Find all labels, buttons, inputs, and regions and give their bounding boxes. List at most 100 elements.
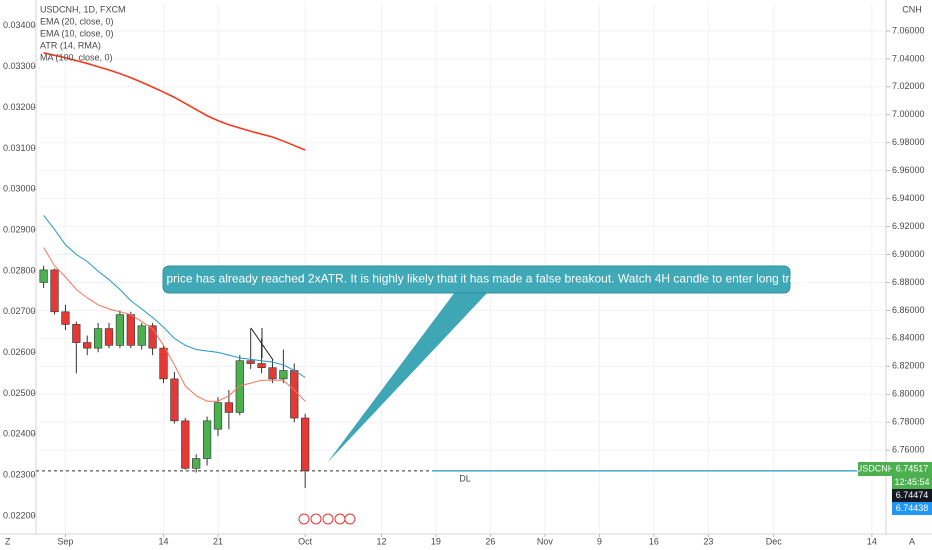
candle-body bbox=[213, 402, 223, 430]
candle-body bbox=[279, 370, 288, 380]
y-tick-label: 6.78000 bbox=[892, 417, 925, 427]
ask: 6.74438 bbox=[896, 503, 929, 513]
y2-tick-label: 0.03300 bbox=[3, 61, 36, 71]
countdown: 12:45:54 bbox=[894, 477, 929, 487]
candle-body bbox=[83, 342, 92, 349]
y-tick-label: 7.06000 bbox=[892, 25, 925, 35]
event-flags bbox=[298, 513, 356, 525]
y2-tick-label: 0.03000 bbox=[3, 184, 36, 194]
legend-entry: MA (100, close, 0) bbox=[40, 52, 113, 62]
candle-body bbox=[268, 367, 277, 380]
y-tick-label: 6.82000 bbox=[892, 361, 925, 371]
x-tick-label: 12 bbox=[376, 536, 386, 546]
y-tick-label: 6.98000 bbox=[892, 137, 925, 147]
event-icon bbox=[344, 513, 356, 525]
event-icon bbox=[310, 513, 322, 525]
y2-tick-label: 0.03200 bbox=[3, 102, 36, 112]
countdown-badge bbox=[892, 476, 932, 489]
y-tick-label: 6.94000 bbox=[892, 193, 925, 203]
y-tick-label: 6.84000 bbox=[892, 333, 925, 343]
candle-body bbox=[137, 325, 146, 346]
corner-label: A bbox=[909, 536, 915, 546]
candle-body bbox=[50, 269, 59, 313]
candle-body bbox=[224, 402, 233, 413]
candle-body bbox=[235, 360, 244, 413]
candle-body bbox=[148, 325, 157, 349]
y2-tick-label: 0.03400 bbox=[3, 20, 36, 30]
dl-label: DL bbox=[459, 473, 471, 483]
candle-body bbox=[104, 328, 114, 346]
x-tick-label: 9 bbox=[597, 536, 602, 546]
y2-tick-label: 0.02500 bbox=[3, 388, 36, 398]
y-tick-label: 6.90000 bbox=[892, 249, 925, 259]
candle-body bbox=[72, 324, 81, 343]
y2-tick-label: 0.02600 bbox=[3, 347, 36, 357]
candle-body bbox=[192, 458, 201, 469]
corner-label: Z bbox=[5, 536, 11, 546]
ask-badge bbox=[892, 502, 932, 515]
x-tick-label: 14 bbox=[867, 536, 877, 546]
candle-body bbox=[202, 420, 212, 459]
bid: 6.74474 bbox=[896, 490, 929, 500]
price-badges: USDCNH 6.74517 12:45:54 6.74474 6.74438 bbox=[856, 462, 932, 515]
candle-body bbox=[61, 311, 70, 325]
currency-label: CNH bbox=[902, 4, 922, 14]
candle-body bbox=[39, 269, 48, 283]
legend-title: USDCNH, 1D, FXCM bbox=[40, 4, 126, 14]
candle-body bbox=[170, 378, 179, 422]
x-tick-label: 23 bbox=[703, 536, 713, 546]
callout-text: The price has already reached 2xATR. It … bbox=[142, 272, 809, 286]
candle-body bbox=[246, 360, 255, 364]
indicator-line bbox=[43, 52, 306, 151]
y-tick-label: 6.92000 bbox=[892, 221, 925, 231]
symbol-badge bbox=[858, 462, 892, 476]
event-icon bbox=[334, 513, 346, 525]
y2-tick-label: 0.02300 bbox=[3, 470, 36, 480]
y2-tick-label: 0.03100 bbox=[3, 143, 36, 153]
callout-arrow bbox=[327, 292, 488, 463]
y2-tick-label: 0.02700 bbox=[3, 306, 36, 316]
x-tick-label: Dec bbox=[766, 536, 783, 546]
y-tick-label: 7.04000 bbox=[892, 53, 925, 63]
y-tick-label: 6.96000 bbox=[892, 165, 925, 175]
candle-body bbox=[126, 314, 135, 346]
event-icon bbox=[298, 513, 310, 525]
y-tick-label: 6.88000 bbox=[892, 277, 925, 287]
candle-body bbox=[159, 347, 168, 380]
bid-badge bbox=[892, 489, 932, 502]
plot bbox=[36, 52, 886, 488]
candle-body bbox=[290, 370, 299, 419]
y-tick-label: 7.02000 bbox=[892, 81, 925, 91]
indicator-line bbox=[43, 215, 306, 378]
y2-tick-label: 0.02200 bbox=[3, 510, 36, 520]
x-tick-label: 16 bbox=[649, 536, 659, 546]
y-tick-label: 6.80000 bbox=[892, 389, 925, 399]
legend-entry: EMA (10, close, 0) bbox=[40, 28, 114, 38]
y2-tick-label: 0.02400 bbox=[3, 429, 36, 439]
candle-body bbox=[115, 314, 125, 346]
x-tick-label: Oct bbox=[298, 536, 313, 546]
x-tick-label: Sep bbox=[57, 536, 73, 546]
legend-entry: ATR (14, RMA) bbox=[40, 40, 101, 50]
candle-body bbox=[181, 420, 190, 469]
y2-tick-label: 0.02800 bbox=[3, 265, 36, 275]
x-tick-label: Nov bbox=[537, 536, 554, 546]
event-icon bbox=[322, 513, 334, 525]
y-tick-label: 7.00000 bbox=[892, 109, 925, 119]
callout-box bbox=[162, 265, 791, 294]
y-tick-label: 6.86000 bbox=[892, 305, 925, 315]
last-price: 6.74517 bbox=[896, 463, 929, 473]
indicator-line bbox=[43, 247, 306, 402]
candle-body bbox=[301, 417, 310, 472]
candle-body bbox=[94, 328, 103, 349]
legend-entry: EMA (20, close, 0) bbox=[40, 16, 114, 26]
candle-body bbox=[257, 363, 266, 369]
x-tick-label: 14 bbox=[158, 536, 168, 546]
last-price-badge bbox=[892, 462, 932, 476]
y-tick-label: 6.76000 bbox=[892, 445, 925, 455]
symbol-badge-text: USDCNH bbox=[856, 463, 895, 473]
x-tick-label: 19 bbox=[431, 536, 441, 546]
y2-tick-label: 0.02900 bbox=[3, 224, 36, 234]
x-tick-label: 21 bbox=[213, 536, 223, 546]
